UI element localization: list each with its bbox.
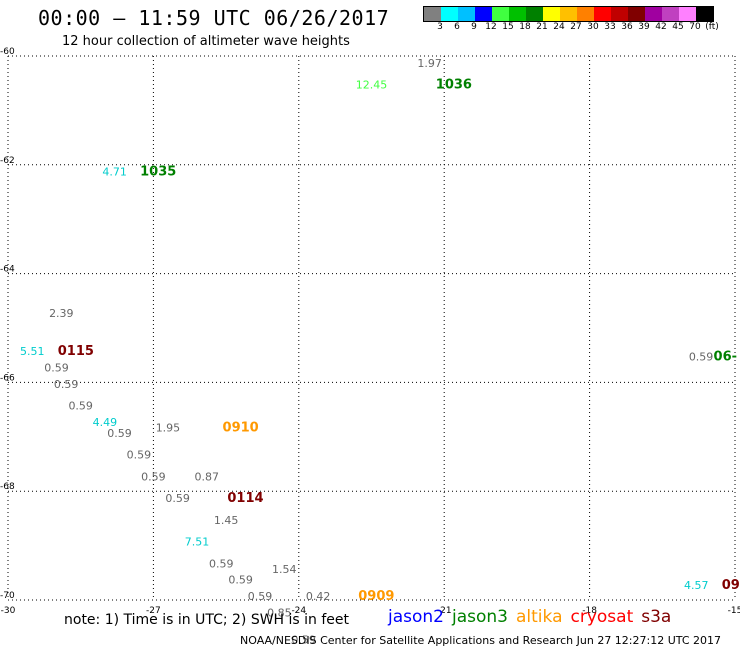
color-swatch: [611, 7, 628, 21]
swh-value: 5.51: [20, 345, 45, 358]
color-scale-bar: [423, 6, 714, 22]
swh-value: 1.97: [417, 57, 442, 70]
legend-entry: cryosat: [570, 607, 634, 627]
x-tick-label: -15: [728, 606, 740, 616]
color-scale-label: 42: [655, 22, 667, 32]
time-label: 0910: [223, 420, 259, 435]
color-swatch: [492, 7, 509, 21]
x-tick-label: -18: [582, 606, 597, 616]
color-swatch: [645, 7, 662, 21]
color-scale-label: 39: [638, 22, 650, 32]
color-swatch: [628, 7, 645, 21]
y-tick-label: -62: [0, 156, 15, 166]
y-tick-label: -66: [0, 373, 15, 383]
time-label: 0929: [722, 578, 740, 593]
color-swatch: [594, 7, 611, 21]
chart-title: 00:00 – 11:59 UTC 06/26/2017: [38, 6, 390, 30]
time-label: 0909: [358, 589, 394, 604]
legend-entry: altika: [516, 607, 563, 627]
swh-value: 0.59: [165, 492, 190, 505]
swh-value: 0.59: [44, 362, 69, 375]
y-tick-label: -64: [0, 265, 15, 275]
color-swatch: [441, 7, 458, 21]
swh-value: 0.59: [209, 557, 234, 570]
color-scale-label: 9: [471, 22, 477, 32]
x-tick-label: -30: [1, 606, 16, 616]
color-swatch: [526, 7, 543, 21]
swh-value: 0.59: [54, 378, 79, 391]
time-label: 1036: [436, 78, 472, 93]
color-scale-label: 45: [672, 22, 684, 32]
x-tick-label: -21: [437, 606, 452, 616]
legend-entry: jason2: [388, 607, 444, 627]
color-scale-label: 6: [454, 22, 460, 32]
swh-value: 1.45: [214, 514, 239, 527]
swh-value: 1.95: [156, 421, 181, 434]
color-scale-label: 15: [502, 22, 514, 32]
chart-subtitle: 12 hour collection of altimeter wave hei…: [62, 34, 350, 49]
swh-value: 4.49: [93, 416, 118, 429]
swh-value: 0.59: [248, 590, 273, 603]
units-note: note: 1) Time is in UTC; 2) SWH is in fe…: [64, 612, 350, 628]
color-swatch: [543, 7, 560, 21]
color-scale-label: 36: [621, 22, 633, 32]
color-swatch: [509, 7, 526, 21]
color-swatch: [696, 7, 713, 21]
legend-entry: s3a: [641, 607, 672, 627]
swh-value: 0.59: [291, 634, 316, 647]
x-tick-label: -27: [146, 606, 161, 616]
swh-value: 4.57: [684, 579, 709, 592]
color-swatch: [662, 7, 679, 21]
time-label: 06-: [714, 350, 738, 365]
y-tick-label: -70: [0, 591, 15, 601]
swh-value: 0.59: [228, 574, 253, 587]
color-scale-label: 12: [485, 22, 497, 32]
swh-value: 0.87: [194, 470, 219, 483]
color-scale-label: 27: [570, 22, 582, 32]
swh-value: 0.59: [107, 427, 132, 440]
swh-value: 0.59: [689, 351, 714, 364]
y-tick-label: -60: [0, 47, 15, 57]
swh-value: 1.54: [272, 563, 297, 576]
y-tick-label: -68: [0, 482, 15, 492]
satellite-legend: jason2 jason3 altika cryosat s3a: [388, 607, 679, 627]
time-label: 0115: [58, 344, 94, 359]
color-scale-label: 30: [587, 22, 599, 32]
color-swatch: [424, 7, 441, 21]
credit-line: NOAA/NESDIS Center for Satellite Applica…: [240, 634, 722, 647]
color-swatch: [475, 7, 492, 21]
color-scale-label: 70: [689, 22, 701, 32]
color-scale-label: (ft): [705, 22, 719, 32]
swh-value: 0.59: [141, 470, 166, 483]
color-scale-label: 21: [536, 22, 548, 32]
color-scale-label: 18: [519, 22, 531, 32]
color-scale-labels: 3 6 9 12 15 18 21 24 27 30 33 36 39 42 45 70 (ft): [423, 22, 740, 34]
color-swatch: [577, 7, 594, 21]
color-scale-label: 33: [604, 22, 616, 32]
color-swatch: [560, 7, 577, 21]
color-swatch: [679, 7, 696, 21]
swh-value: 0.85: [267, 606, 292, 619]
swh-value: 12.45: [356, 79, 388, 92]
swh-value: 7.51: [185, 536, 210, 549]
color-swatch: [458, 7, 475, 21]
swh-value: 0.59: [68, 400, 93, 413]
legend-entry: jason3: [452, 607, 508, 627]
swh-value: 2.39: [49, 307, 74, 320]
time-label: 1035: [140, 165, 176, 180]
swh-value: 0.59: [127, 449, 152, 462]
color-scale-label: 24: [553, 22, 565, 32]
swh-value: 0.42: [306, 590, 331, 603]
swh-value: 4.71: [102, 166, 127, 179]
x-tick-label: -24: [291, 606, 306, 616]
color-scale-label: 3: [437, 22, 443, 32]
time-label: 0114: [227, 491, 263, 506]
